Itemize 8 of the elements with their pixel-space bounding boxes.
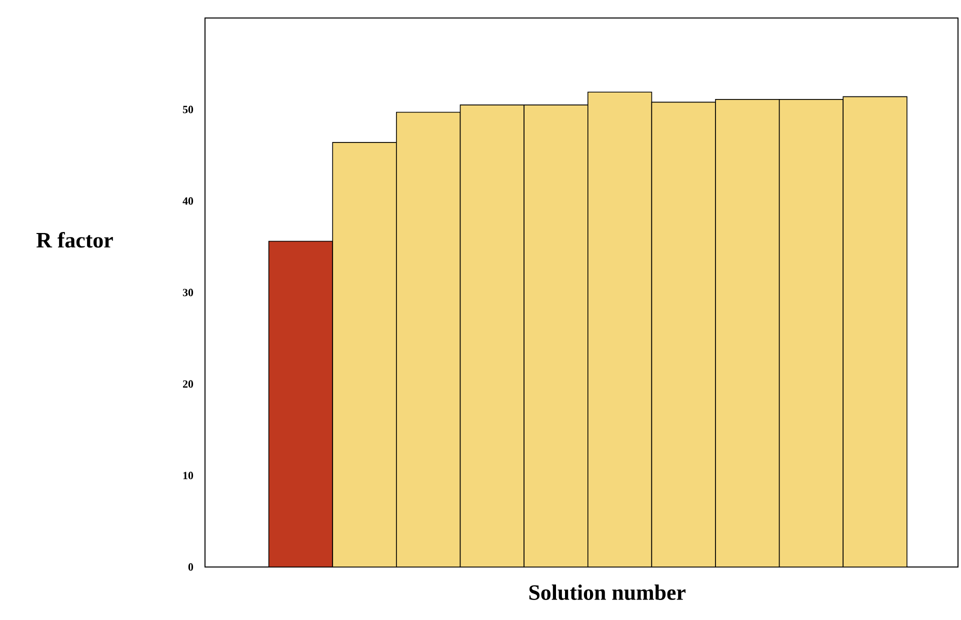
- y-tick-label: 40: [182, 197, 194, 205]
- y-axis-title: R factor: [36, 232, 113, 248]
- y-tick-label: 50: [182, 106, 194, 114]
- x-axis-title: Solution number: [529, 584, 686, 600]
- y-tick-label: 10: [183, 472, 194, 480]
- y-tick-label: 30: [182, 288, 194, 296]
- y-tick-label: 20: [182, 380, 194, 388]
- y-tick-label: 0: [188, 563, 194, 571]
